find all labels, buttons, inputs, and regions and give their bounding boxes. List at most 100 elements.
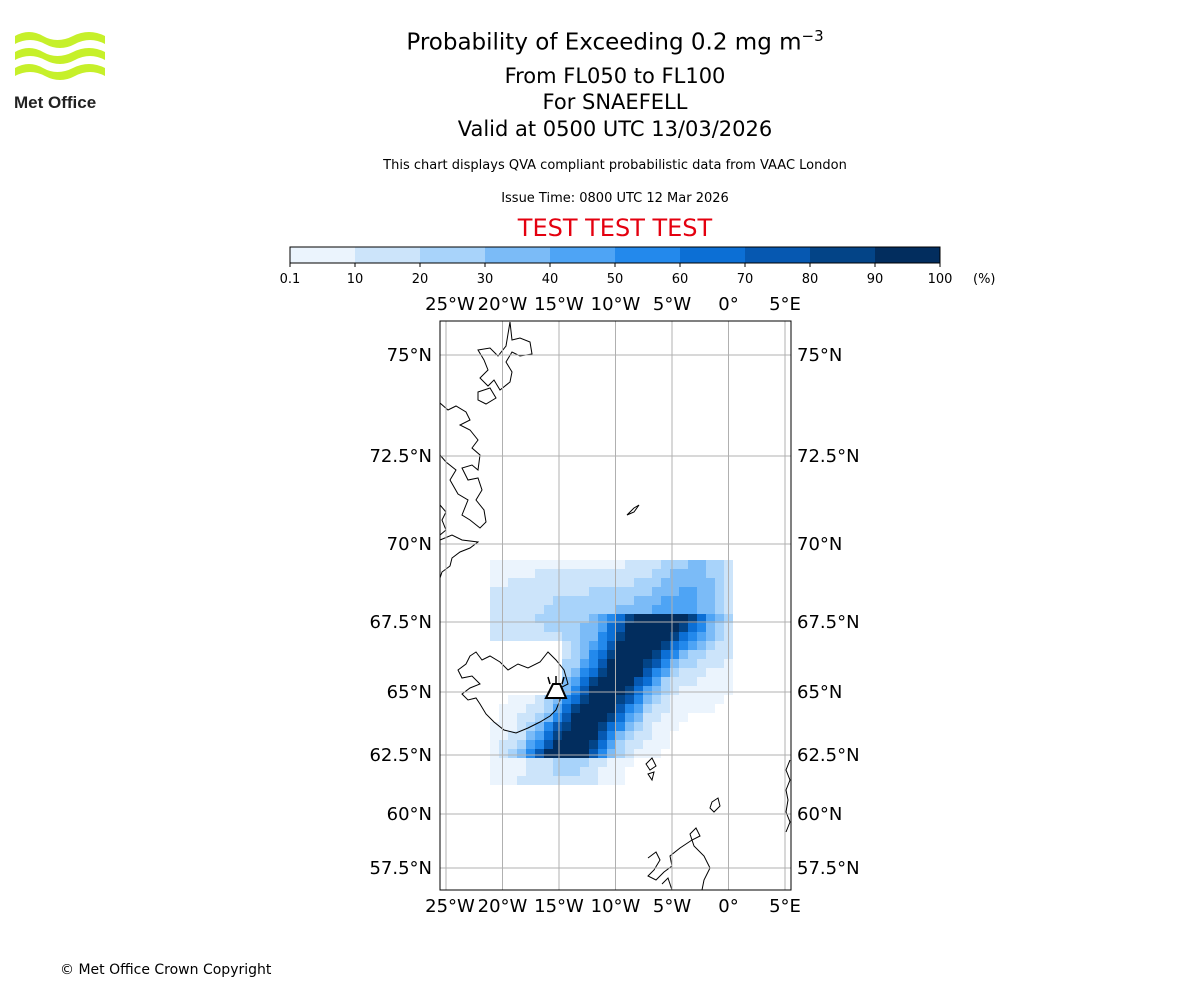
plume-cell	[553, 569, 562, 578]
plume-cell	[598, 767, 607, 776]
plume-cell	[607, 587, 616, 596]
plume-cell	[715, 677, 724, 686]
plume-cell	[553, 731, 562, 740]
plume-cell	[535, 767, 544, 776]
plume-cell	[598, 587, 607, 596]
plume-cell	[598, 758, 607, 767]
plume-cell	[706, 587, 715, 596]
plume-cell	[490, 767, 499, 776]
plume-cell	[607, 713, 616, 722]
latitude-label: 75°N	[797, 345, 842, 366]
plume-cell	[598, 722, 607, 731]
plume-cell	[526, 560, 535, 569]
plume-cell	[688, 560, 697, 569]
plume-cell	[652, 695, 661, 704]
plume-cell	[571, 749, 580, 758]
plume-cell	[490, 740, 499, 749]
plume-cell	[517, 749, 526, 758]
met-office-logo: Met Office	[13, 30, 107, 112]
plume-cell	[589, 614, 598, 623]
plume-cell	[634, 740, 643, 749]
plume-cell	[643, 704, 652, 713]
plume-cell	[526, 605, 535, 614]
plume-cell	[715, 668, 724, 677]
plume-cell	[589, 776, 598, 785]
plume-cell	[697, 596, 706, 605]
plume-cell	[598, 605, 607, 614]
plume-cell	[589, 569, 598, 578]
plume-cell	[544, 587, 553, 596]
plume-cell	[616, 605, 625, 614]
plume-cell	[688, 686, 697, 695]
plume-cell	[679, 632, 688, 641]
plume-cell	[652, 560, 661, 569]
plume-cell	[490, 605, 499, 614]
issue-time: Issue Time: 0800 UTC 12 Mar 2026	[501, 191, 729, 206]
plume-cell	[706, 686, 715, 695]
plume-cell	[580, 686, 589, 695]
plume-cell	[607, 758, 616, 767]
plume-cell	[589, 758, 598, 767]
plume-cell	[580, 659, 589, 668]
plume-cell	[589, 659, 598, 668]
plume-cell	[580, 668, 589, 677]
plume-cell	[535, 776, 544, 785]
plume-cell	[490, 614, 499, 623]
plume-cell	[652, 623, 661, 632]
plume-cell	[508, 776, 517, 785]
longitude-label: 25°W	[425, 294, 475, 315]
latitude-label: 60°N	[797, 804, 842, 825]
plume-cell	[688, 569, 697, 578]
plume-cell	[544, 758, 553, 767]
plume-cell	[526, 776, 535, 785]
plume-cell	[544, 623, 553, 632]
plume-cell	[643, 596, 652, 605]
plume-cell	[580, 641, 589, 650]
plume-cell	[607, 731, 616, 740]
plume-cell	[616, 677, 625, 686]
plume-cell	[589, 560, 598, 569]
plume-cell	[526, 767, 535, 776]
plume-cell	[499, 767, 508, 776]
plume-cell	[679, 587, 688, 596]
greenland-islands	[477, 321, 533, 405]
plume-cell	[652, 605, 661, 614]
colorbar-tick-label: 80	[802, 272, 819, 287]
plume-cell	[670, 695, 679, 704]
plume-cell	[499, 587, 508, 596]
coastlines	[439, 321, 791, 891]
plume-cell	[715, 650, 724, 659]
plume-cell	[634, 749, 643, 758]
plume-cell	[589, 686, 598, 695]
plume-cell	[625, 713, 634, 722]
colorbar-bin	[680, 247, 745, 263]
plume-cell	[571, 587, 580, 596]
plume-cell	[706, 677, 715, 686]
scotland-coast	[647, 827, 711, 891]
plume-cell	[589, 740, 598, 749]
plume-cell	[598, 686, 607, 695]
plume-cell	[562, 641, 571, 650]
colorbar-bin	[485, 247, 550, 263]
plume-cell	[634, 578, 643, 587]
plume-cell	[715, 569, 724, 578]
plume-cell	[553, 713, 562, 722]
plume-cell	[616, 560, 625, 569]
plume-cell	[634, 713, 643, 722]
longitude-label: 20°W	[478, 294, 528, 315]
plume-cell	[553, 704, 562, 713]
plume-cell	[715, 605, 724, 614]
plume-cell	[598, 668, 607, 677]
plume-cell	[490, 596, 499, 605]
plume-cell	[715, 632, 724, 641]
plume-cell	[643, 740, 652, 749]
plume-cell	[652, 614, 661, 623]
plume-cell	[580, 722, 589, 731]
plume-cell	[697, 623, 706, 632]
plume-cell	[562, 686, 571, 695]
plume-cell	[679, 668, 688, 677]
plume-cell	[625, 632, 634, 641]
plume-cell	[661, 623, 670, 632]
plume-cell	[634, 722, 643, 731]
plume-cell	[643, 659, 652, 668]
